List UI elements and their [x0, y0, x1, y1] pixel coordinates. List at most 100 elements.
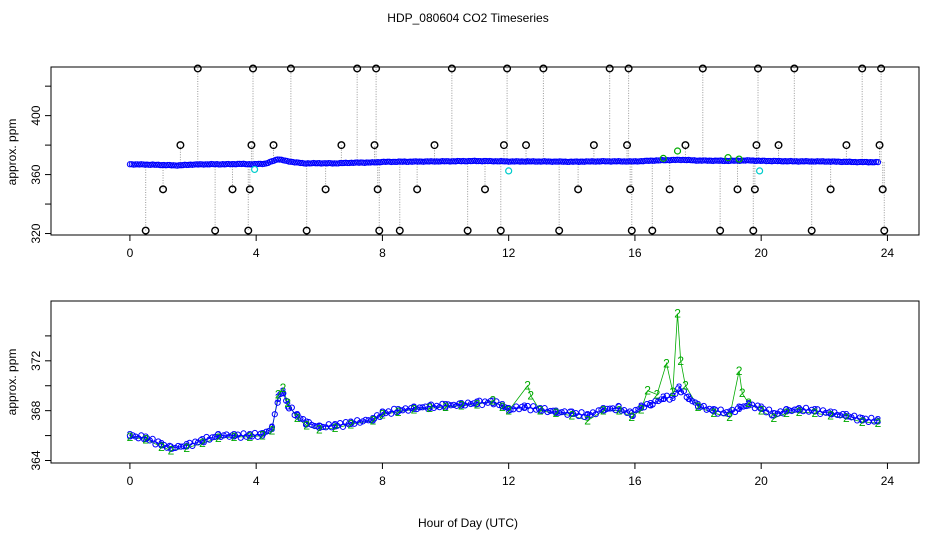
series-2-marker: 2	[568, 409, 575, 423]
series-3-marker: 3	[669, 390, 676, 404]
series-3-dense-point	[507, 406, 514, 413]
series-3-dense-point	[677, 389, 685, 396]
calibration-point	[193, 64, 202, 73]
series-2-marker: 2	[682, 379, 689, 393]
series-3-dense-point	[785, 407, 793, 414]
calibration-point	[245, 185, 254, 194]
series-3-marker: 3	[616, 401, 623, 415]
series-3-marker: 3	[726, 406, 733, 420]
series-3-dense-point	[740, 403, 747, 410]
series-2-marker: 2	[796, 405, 803, 419]
series-3-dense-point	[646, 401, 653, 409]
bottom-panel-y-label: approx. ppm	[5, 349, 19, 416]
series-2-marker: 2	[695, 400, 702, 414]
calibration-point	[496, 226, 505, 235]
calibration-point	[395, 226, 404, 235]
bottom-panel-frame	[50, 300, 920, 464]
top-panel-x-tick-label: 8	[379, 246, 386, 260]
top-panel-y-tick-label: 360	[29, 164, 43, 184]
calibration-point	[754, 64, 763, 73]
series-3-marker: 3	[231, 429, 238, 443]
series-2-marker: 2	[259, 429, 266, 443]
series-3-dense-point	[175, 442, 182, 450]
series-2-marker: 2	[332, 421, 339, 435]
calibration-point	[286, 64, 295, 73]
series-2-marker: 2	[537, 404, 544, 418]
series-2-line	[129, 313, 879, 451]
calibration-point	[228, 185, 237, 194]
calibration-point	[249, 64, 258, 73]
series-2-marker: 2	[370, 414, 377, 428]
calibration-point	[555, 226, 564, 235]
continuous-point	[689, 157, 696, 164]
series-2-marker: 2	[739, 386, 746, 400]
series-3-marker: 3	[770, 407, 777, 421]
series-2-marker: 2	[411, 402, 418, 416]
top-panel-x-tick-label: 24	[881, 246, 895, 260]
top-panel-continuous-series	[126, 156, 882, 169]
series-3-dense-point	[629, 412, 636, 420]
continuous-point	[874, 159, 882, 166]
series-2-marker: 2	[875, 416, 882, 430]
series-2-marker: 2	[553, 406, 560, 420]
series-2-marker: 2	[527, 389, 534, 403]
series-3-dense-point	[709, 407, 716, 414]
bottom-panel-x-tick-label: 20	[755, 474, 769, 488]
series-2-marker: 2	[499, 400, 506, 414]
series-3-dense-point	[280, 390, 287, 397]
calibration-point	[337, 141, 346, 150]
series-2-marker: 2	[770, 411, 777, 425]
continuous-point	[285, 158, 293, 165]
continuous-point	[653, 157, 660, 164]
chart-title: HDP_080604 CO2 Timeseries	[387, 11, 548, 25]
series-2-marker: 2	[628, 410, 635, 424]
series-2-marker: 2	[669, 385, 676, 399]
series-3-marker: 3	[796, 402, 803, 416]
series-3-dense-point	[433, 402, 440, 409]
series-3-dense-point	[814, 406, 821, 413]
calibration-point	[159, 185, 168, 194]
series-3-dense-point	[638, 403, 645, 410]
series-3-dense-point	[550, 407, 557, 414]
series-2-marker: 2	[758, 404, 765, 418]
series-3-dense-point	[604, 405, 611, 412]
series-2-marker: 2	[674, 306, 681, 320]
series-3-marker: 3	[303, 416, 310, 430]
series-3-dense-point	[129, 432, 136, 439]
calibration-point	[750, 185, 759, 194]
continuous-point	[638, 158, 645, 165]
series-3-dense-point	[822, 409, 829, 416]
series-3-dense-point	[680, 387, 687, 395]
series-3-dense-point	[317, 422, 324, 430]
calibration-point	[627, 226, 636, 235]
calibration-point	[749, 226, 758, 235]
series-2-marker: 2	[843, 411, 850, 425]
series-3-dense-point	[419, 404, 426, 411]
series-3-dense-point	[780, 410, 787, 417]
series-3-dense-point	[274, 399, 281, 406]
series-3-dense-point	[714, 410, 722, 417]
series-3-dense-point	[314, 423, 321, 430]
series-3-dense-point	[285, 405, 293, 412]
series-3-dense-point	[263, 428, 270, 435]
calibration-point	[716, 226, 725, 235]
series-2-marker: 2	[783, 406, 790, 420]
continuous-point	[499, 158, 507, 165]
series-3-marker: 3	[843, 409, 850, 423]
series-2-marker: 2	[677, 354, 684, 368]
series-3-marker: 3	[332, 419, 339, 433]
series-3-marker: 3	[379, 406, 386, 420]
series-3-dense-point	[757, 405, 764, 412]
reference-point	[735, 155, 743, 163]
top-panel-x-tick-label: 12	[502, 246, 516, 260]
calibration-point	[733, 185, 742, 194]
bottom-panel-x-tick-label: 12	[502, 474, 516, 488]
series-3-dense-point	[746, 401, 753, 408]
bottom-panel-y-tick-label: 372	[29, 350, 43, 370]
calibration-point	[370, 141, 379, 150]
series-3-dense-point	[569, 410, 577, 417]
series-3-marker: 3	[521, 400, 528, 414]
series-3-dense-point	[496, 401, 503, 409]
series-3-dense-point	[456, 400, 463, 407]
